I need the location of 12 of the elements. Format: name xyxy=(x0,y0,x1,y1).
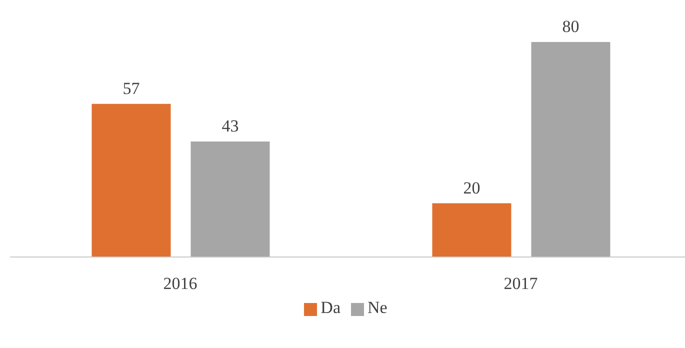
bar xyxy=(432,203,512,257)
x-tick-label: 2017 xyxy=(504,274,538,294)
data-label: 43 xyxy=(222,116,239,136)
bar xyxy=(531,42,610,257)
data-label: 20 xyxy=(463,178,480,198)
bar xyxy=(92,104,171,257)
legend-label: Da xyxy=(320,298,340,317)
legend-label: Ne xyxy=(368,298,388,317)
x-tick-label: 2016 xyxy=(163,274,198,294)
data-label: 80 xyxy=(562,17,580,36)
data-label: 57 xyxy=(122,78,140,98)
bar xyxy=(190,141,270,257)
